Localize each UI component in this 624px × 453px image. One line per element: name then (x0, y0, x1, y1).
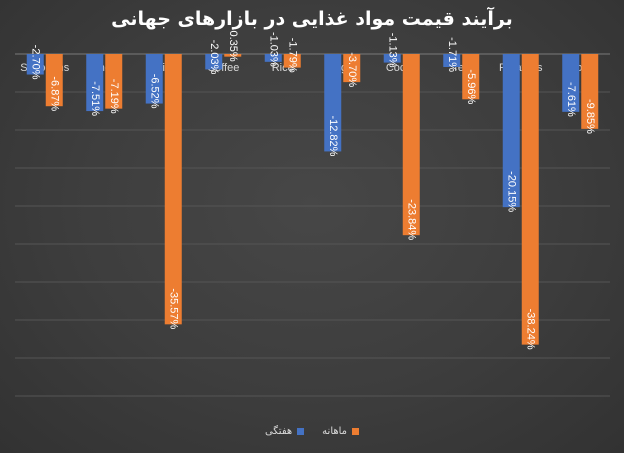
bar-weekly (26, 54, 44, 75)
bar-monthly (581, 54, 599, 129)
chart-title: برآیند قیمت مواد غذایی در بازارهای جهانی (111, 8, 513, 30)
bar-monthly (45, 54, 63, 107)
bar-weekly (383, 54, 401, 63)
data-label: -23.84% (405, 199, 417, 240)
bar-weekly (264, 54, 282, 62)
bar-monthly (521, 54, 539, 345)
data-label: -1.79% (286, 38, 298, 73)
data-label: -1.13% (386, 33, 398, 68)
chart-legend: هفتگی ماهانه (0, 426, 624, 437)
data-label: -7.19% (108, 79, 120, 114)
bar-weekly (145, 54, 163, 104)
bar-weekly (502, 54, 520, 208)
bar-weekly (562, 54, 580, 112)
legend-swatch-monthly (352, 428, 360, 435)
bar-weekly (86, 54, 104, 112)
data-label: -1.71% (446, 37, 458, 72)
bar-weekly (205, 54, 223, 70)
bar-monthly (343, 54, 361, 83)
legend-item-weekly: هفتگی (264, 426, 305, 437)
legend-swatch-weekly (297, 428, 305, 435)
bar-monthly (224, 54, 242, 57)
data-label: -5.96% (465, 69, 477, 104)
bar-monthly (283, 54, 301, 68)
data-label: -35.57% (167, 288, 179, 329)
data-label: -9.85% (584, 99, 596, 134)
data-label: -7.61% (565, 82, 577, 117)
legend-item-monthly: ماهانه (322, 426, 360, 437)
bar-monthly (402, 54, 420, 236)
data-label: -6.52% (148, 74, 160, 109)
legend-label-weekly: هفتگی (264, 426, 293, 437)
data-label: -2.03% (208, 40, 220, 75)
bar-monthly (105, 54, 123, 109)
data-label: -7.51% (89, 81, 101, 116)
data-label: -1.03% (267, 32, 279, 67)
legend-label-monthly: ماهانه (322, 426, 348, 437)
data-label: -0.35% (227, 27, 239, 62)
data-label: -20.15% (505, 171, 517, 212)
data-label: -3.70% (346, 52, 358, 87)
bar-monthly (164, 54, 182, 325)
data-label: -6.87% (48, 76, 60, 111)
data-label: -12.82% (327, 115, 339, 156)
bar-weekly (443, 54, 461, 67)
bar-monthly (462, 54, 480, 100)
data-label: -2.70% (29, 45, 41, 80)
bar-weekly (324, 54, 342, 152)
data-label: -38.24% (524, 309, 536, 350)
